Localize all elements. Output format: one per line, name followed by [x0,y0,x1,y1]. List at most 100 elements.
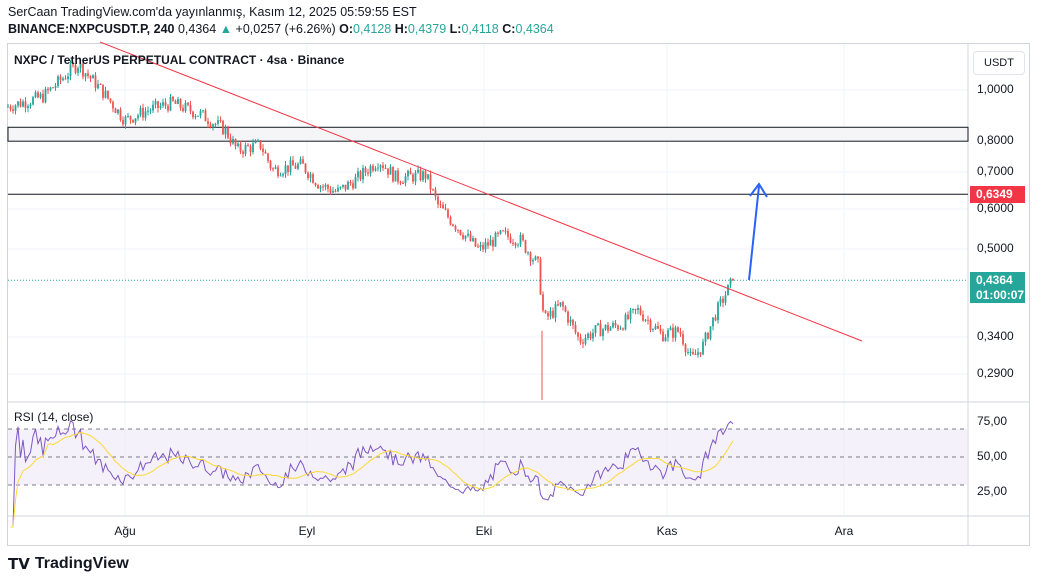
candle-body [204,110,207,122]
candle-body [549,310,552,317]
candle-body [717,302,719,321]
candle-body [159,105,162,108]
candle-body [729,278,732,285]
trendline [99,41,863,342]
candle-body [387,168,389,175]
candle-body [672,327,674,338]
candle-body [614,323,617,326]
candle-body [719,298,722,303]
candle-body [229,137,232,144]
candle-body [439,204,442,206]
candle-body [534,256,537,261]
candle-body [497,232,499,234]
candle-body [422,171,424,181]
candle-body [384,168,387,170]
candle-body [502,230,504,232]
last-price-value: 0,4364 [976,273,1013,287]
candle-body [682,334,684,345]
candle-body [617,325,619,330]
candle-body [54,85,57,88]
candle-body [279,175,282,177]
candle-body [642,314,644,321]
candle-body [214,123,217,125]
candle-body [712,317,714,327]
candle-body [669,327,672,331]
candle-body [547,312,549,317]
candle-body [577,332,579,337]
candle-body [414,172,417,182]
candle-body [137,115,139,119]
candle-body [179,99,182,108]
candle-body [487,242,489,246]
candle-body [569,319,572,323]
candle-body [317,185,319,189]
candle-body [147,110,149,112]
candle-body [509,236,512,243]
candle-body [92,75,94,79]
candle-body [699,352,702,355]
candle-body [319,186,322,189]
candle-body [344,184,347,190]
candle-body [294,165,297,169]
candle-body [482,245,484,250]
candle-body [572,319,574,325]
candle-body [409,170,412,175]
candle-body [627,314,629,320]
candle-body [369,165,372,174]
candle-body [632,308,634,311]
candle-body [207,121,209,125]
candle-body [194,115,197,118]
rsi-line [10,420,734,528]
candle-body [234,139,237,147]
candle-body [562,302,564,307]
candle-body [437,196,439,205]
candle-body [87,73,89,76]
candle-body [99,84,102,86]
candle-body [704,332,707,342]
candle-body [119,109,122,120]
candle-body [129,115,132,120]
candle-body [167,105,169,111]
candle-body [222,120,224,135]
candle-body [594,325,597,333]
candle-body [579,336,582,343]
candle-body [564,306,567,312]
candle-body [302,159,304,164]
candle-body [692,352,694,354]
candle-body [202,110,204,112]
candle-body [519,234,522,245]
candle-body [177,99,179,104]
candle-body [392,167,394,182]
currency-button[interactable]: USDT [973,51,1025,75]
candle-body [724,295,727,303]
candle-body [22,101,24,107]
candle-body [304,163,307,173]
candle-body [372,165,374,171]
candle-body [532,260,534,262]
chart-frame[interactable] [7,43,1030,546]
candle-body [109,98,112,102]
candle-body [444,208,447,210]
projection-arrow [748,185,760,281]
candle-body [374,168,377,171]
candle-body [157,101,159,108]
candle-body [587,333,589,339]
candle-body [57,76,59,86]
high: 0,4379 [407,22,447,36]
candle-body [404,176,407,184]
tradingview-logo[interactable]: 𝗧𝗩 TradingView [8,555,129,573]
candle-body [589,333,592,339]
candle-body [182,107,184,112]
candle-body [492,239,494,247]
arrow-head-icon [749,182,768,198]
price-tick: 0,2900 [977,366,1014,380]
candle-body [244,144,247,154]
candle-body [452,224,454,226]
candle-body [132,119,134,123]
candle-body [559,302,562,306]
change: +0,0257 (+6.26%) [235,22,336,36]
candle-body [67,76,69,80]
level-price-tag: 0,6349 [970,186,1025,203]
candle-body [494,232,497,247]
